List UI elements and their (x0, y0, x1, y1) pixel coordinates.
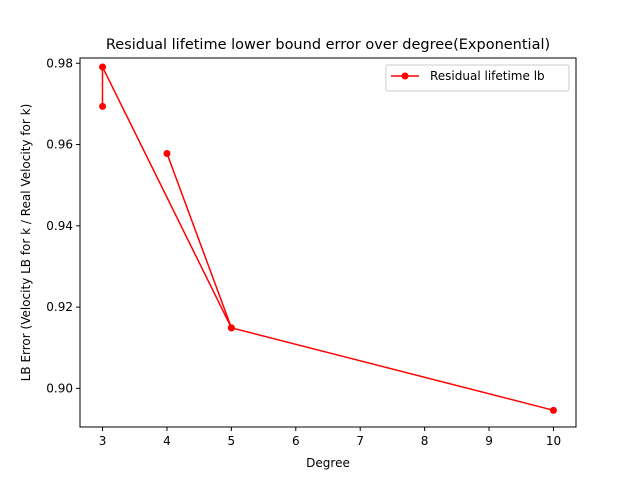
legend-label: Residual lifetime lb (430, 69, 545, 83)
x-axis-ticks: 3 4 5 6 7 8 9 10 (99, 427, 561, 448)
x-tick-label: 3 (99, 434, 107, 448)
x-tick-label: 9 (485, 434, 493, 448)
y-axis-label: LB Error (Velocity LB for k / Real Veloc… (19, 104, 33, 382)
data-point (163, 150, 171, 158)
x-tick-label: 6 (292, 434, 300, 448)
series-line (101, 66, 554, 412)
legend-marker-swatch (401, 72, 409, 80)
plot-area (80, 58, 576, 427)
y-axis-ticks: 0.90 0.92 0.94 0.96 0.98 (46, 56, 80, 395)
data-point (227, 324, 235, 332)
x-tick-label: 10 (546, 434, 561, 448)
legend-box (385, 64, 570, 92)
y-tick-label: 0.94 (46, 219, 73, 233)
x-tick-label: 4 (163, 434, 171, 448)
x-tick-label: 5 (228, 434, 236, 448)
plot-frame (79, 57, 577, 428)
x-axis-label: Degree (306, 456, 350, 470)
data-point (99, 63, 107, 71)
y-tick-label: 0.98 (46, 56, 73, 70)
data-point (549, 406, 557, 414)
y-tick-label: 0.90 (46, 381, 73, 395)
series-layer (99, 63, 557, 414)
y-tick-label: 0.92 (46, 300, 73, 314)
x-tick-label: 8 (421, 434, 429, 448)
x-tick-label: 7 (356, 434, 364, 448)
data-point (99, 102, 107, 110)
chart-title: Residual lifetime lower bound error over… (106, 37, 550, 53)
y-tick-label: 0.96 (46, 138, 73, 152)
legend: Residual lifetime lb (385, 64, 570, 92)
